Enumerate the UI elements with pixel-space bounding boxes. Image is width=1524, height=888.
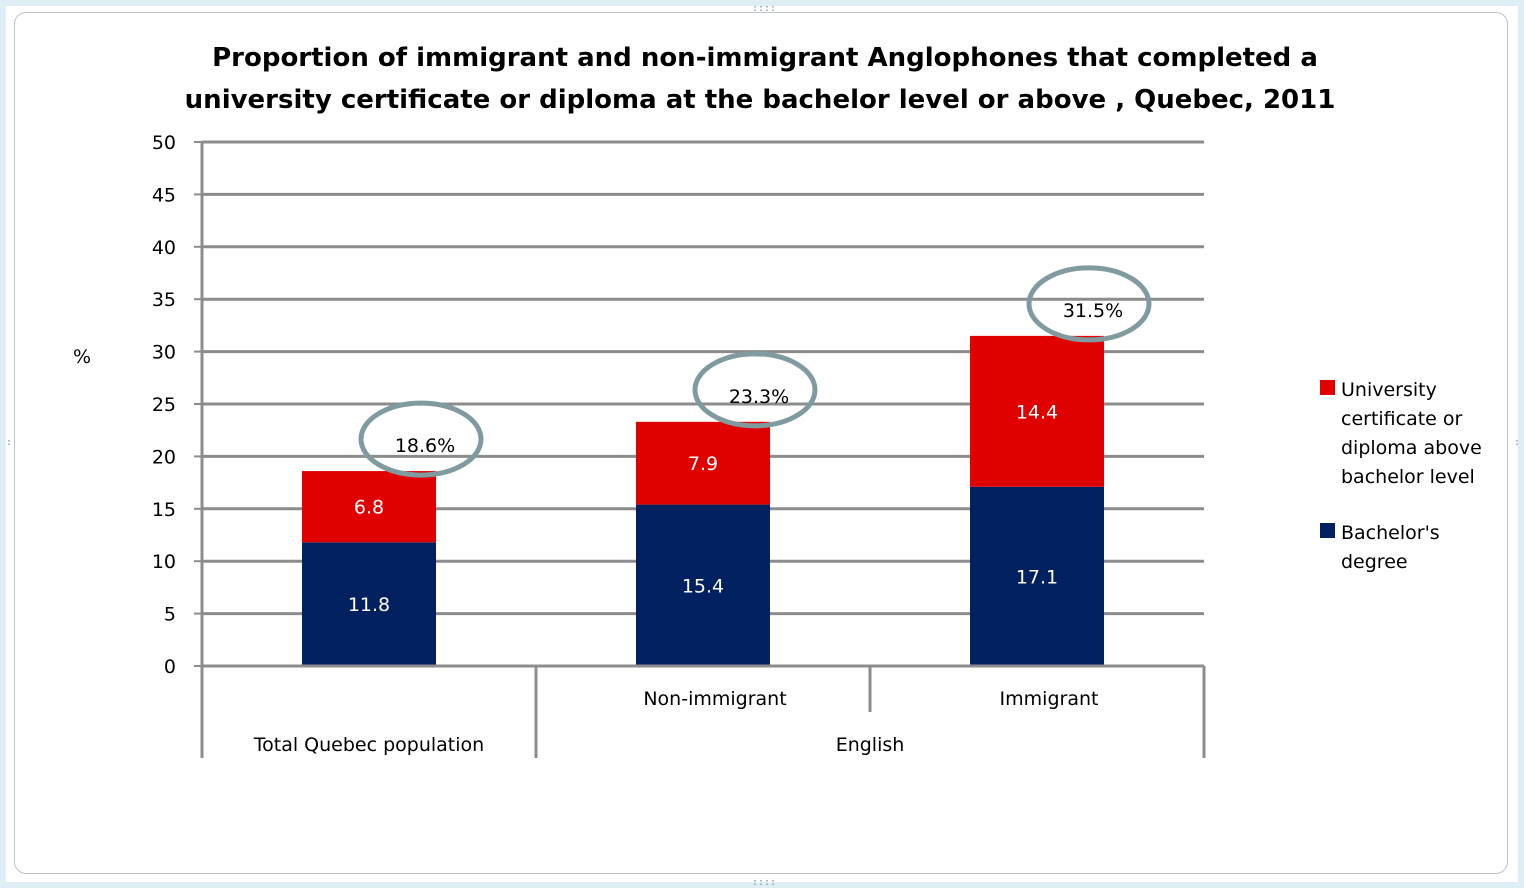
legend-swatch: [1320, 380, 1335, 395]
bar-segment: [302, 471, 436, 543]
resize-handle-top[interactable]: ::::: [752, 3, 777, 14]
bar-value-label: 7.9: [688, 453, 718, 475]
bar-value-label: 17.1: [1016, 566, 1058, 588]
legend-label: certificate or: [1341, 408, 1463, 430]
y-tick-label: 40: [152, 237, 176, 259]
total-label: 23.3%: [729, 386, 789, 408]
bar-segment: [636, 421, 770, 505]
y-tick-label: 10: [152, 551, 176, 573]
legend-swatch: [1320, 523, 1335, 538]
y-tick-label: 0: [164, 656, 176, 678]
total-label: 31.5%: [1063, 300, 1123, 322]
bars: 11.8 6.8 15.4 7.9 17.1 14.4: [302, 335, 1104, 666]
annotation-circle: [358, 400, 484, 478]
chart-title-line-2: university certificate or diploma at the…: [185, 85, 1336, 115]
y-tick-label: 25: [152, 394, 176, 416]
bar-segment: [970, 335, 1104, 487]
chart-title-line-1: Proportion of immigrant and non-immigran…: [212, 43, 1318, 73]
y-axis-ticks: 0 5 10 15 20 25 30 35 40 45 50: [152, 132, 202, 678]
resize-handle-left[interactable]: :: [6, 437, 13, 448]
axes: [200, 142, 1206, 758]
x-sublabel: Immigrant: [1000, 688, 1099, 710]
chart-title: Proportion of immigrant and non-immigran…: [185, 43, 1336, 115]
legend-label: University: [1341, 379, 1437, 401]
x-sublabel: Non-immigrant: [643, 688, 786, 710]
legend-label: degree: [1341, 551, 1408, 573]
total-label: 18.6%: [395, 435, 455, 457]
bar-value-label: 14.4: [1016, 401, 1058, 423]
x-group-label: English: [836, 734, 905, 756]
resize-handle-right[interactable]: :: [1514, 437, 1521, 448]
bar-segment: [302, 542, 436, 666]
bar-segment: [636, 504, 770, 666]
y-tick-label: 15: [152, 499, 176, 521]
annotation-circle: [1026, 265, 1152, 343]
y-tick-label: 20: [152, 446, 176, 468]
y-tick-label: 35: [152, 289, 176, 311]
y-tick-label: 50: [152, 132, 176, 154]
y-tick-label: 30: [152, 342, 176, 364]
bar-value-label: 6.8: [354, 497, 384, 519]
annotation-circle: [692, 351, 818, 429]
y-tick-label: 45: [152, 184, 176, 206]
legend-label: diploma above: [1341, 437, 1482, 459]
y-axis-label: %: [73, 346, 91, 368]
bar-value-label: 11.8: [348, 594, 390, 616]
resize-handle-bottom[interactable]: ::::: [752, 877, 777, 888]
legend: University certificate or diploma above bac…: [1320, 379, 1482, 573]
bar-segment: [970, 486, 1104, 666]
y-tick-label: 5: [164, 604, 176, 626]
total-annotations: 18.6% 23.3% 31.5%: [358, 265, 1152, 478]
x-group-label: Total Quebec population: [253, 734, 484, 756]
bar-value-label: 15.4: [682, 575, 724, 597]
legend-label: bachelor level: [1341, 466, 1475, 488]
x-axis-labels: Non-immigrant Immigrant Total Quebec popul…: [253, 688, 1099, 756]
legend-label: Bachelor's: [1341, 522, 1440, 544]
